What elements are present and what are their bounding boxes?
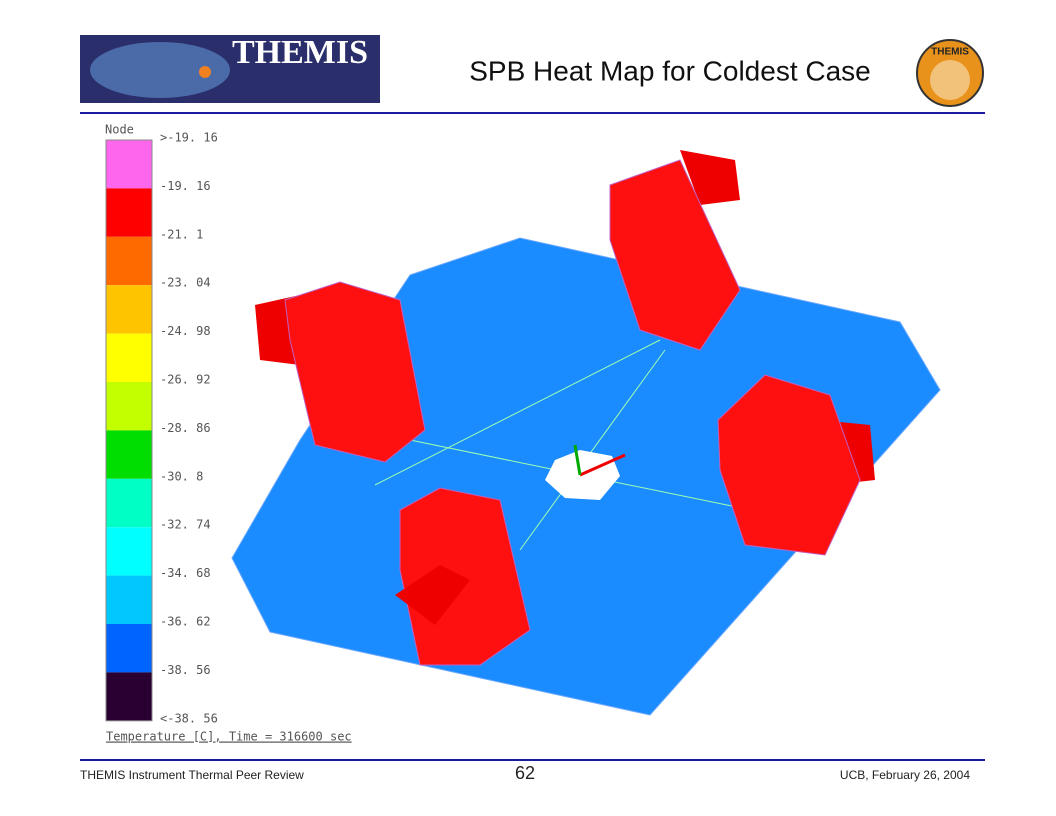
themis-logo: THEMIS [80,34,380,103]
axis-y [573,444,582,476]
slide-title: SPB Heat Map for Coldest Case [469,55,871,86]
plate-seam [374,339,661,486]
plate-seam [519,349,666,551]
legend-swatch [106,672,152,721]
spb-box [717,374,861,556]
page-number: 62 [515,763,535,783]
legend-label: >-19. 16 [160,131,218,145]
logo-text: THEMIS [232,34,368,71]
legend-label: -38. 56 [160,663,211,677]
legend-label: -34. 68 [160,566,211,580]
legend-swatch [106,575,152,624]
legend-swatch [106,285,152,334]
legend-swatch [106,333,152,382]
logo-swirl [90,42,230,98]
thermal-render [231,150,941,716]
footer-right: UCB, February 26, 2004 [840,768,970,782]
legend-swatch [106,430,152,479]
footer-left: THEMIS Instrument Thermal Peer Review [80,768,304,782]
badge-figure [930,60,970,100]
legend-swatch [106,236,152,286]
legend-label: -24. 98 [160,324,211,338]
legend-label: -23. 04 [160,276,211,290]
legend-swatch [106,382,152,431]
boom-cylinder [395,565,470,625]
legend: >-19. 16 -19. 16 -21. 1 -23. 04 -24. 98 -26. … [105,131,218,725]
legend-label: -36. 62 [160,615,211,629]
legend-label: -30. 8 [160,469,203,483]
legend-label: -21. 1 [160,227,203,241]
legend-caption: Temperature [C], Time = 316600 sec [106,730,352,744]
legend-title: Node [105,123,134,137]
legend-swatch [106,478,152,528]
legend-label: -19. 16 [160,179,211,193]
legend-label: -32. 74 [160,518,211,532]
legend-swatch [106,624,152,673]
legend-frame [105,139,153,722]
spb-box [609,159,741,351]
axis-x [579,453,626,477]
boom-cylinder [680,150,740,205]
legend-swatch [106,188,152,237]
legend-label: <-38. 56 [160,711,218,725]
badge-text: THEMIS [931,47,969,58]
legend-label: -26. 92 [160,373,211,387]
legend-label: -28. 86 [160,421,211,435]
logo-earth [199,66,211,78]
themis-badge: THEMIS [916,39,984,107]
legend-swatch [106,527,152,576]
legend-swatch [106,140,152,189]
spb-box [284,281,426,463]
